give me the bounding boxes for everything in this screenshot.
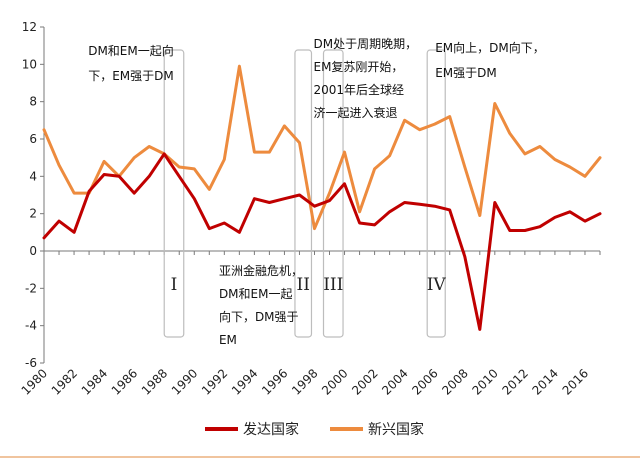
period-box-1 — [163, 49, 185, 338]
x-tick-label: 1984 — [79, 366, 110, 397]
y-tick-label: 0 — [29, 244, 37, 258]
y-tick-label: 4 — [29, 169, 37, 183]
period-annotation-2: EM — [219, 333, 237, 347]
y-tick-label: 10 — [22, 57, 37, 71]
x-tick-label: 1980 — [19, 366, 50, 397]
x-axis: 1980198219841986198819901992199419961998… — [19, 250, 601, 398]
x-tick-label: 1994 — [229, 366, 260, 397]
y-tick-label: 2 — [29, 207, 37, 221]
x-tick-label: 1986 — [109, 366, 140, 397]
x-tick-label: 2002 — [349, 366, 380, 397]
x-tick-label: 1996 — [259, 366, 290, 397]
x-tick-label: 1992 — [199, 366, 230, 397]
x-tick-label: 1998 — [289, 366, 320, 397]
period-annotation-3: 济一起进入衰退 — [314, 105, 398, 120]
period-annotation-2: DM和EM一起 — [219, 287, 293, 301]
period-annotation-4: EM向上，DM向下， — [435, 40, 545, 55]
x-tick-label: 2000 — [319, 366, 350, 397]
period-label-3: III — [323, 275, 343, 295]
series-line-emerging — [42, 64, 602, 231]
legend: 发达国家 新兴国家 — [205, 421, 424, 438]
period-annotation-2: 向下，DM强于 — [219, 309, 299, 324]
y-tick-label: -6 — [25, 356, 37, 370]
period-annotation-3: 2001年后全球经 — [314, 82, 405, 97]
legend-label-developed: 发达国家 — [243, 421, 299, 438]
x-tick-label: 1988 — [139, 366, 170, 397]
y-tick-label: 12 — [22, 20, 37, 34]
period-box-2 — [294, 49, 313, 338]
period-box-4 — [426, 49, 446, 338]
series-lines — [42, 64, 602, 331]
period-annotation-1: 下，EM强于DM — [88, 69, 174, 83]
y-tick-label: 8 — [29, 95, 37, 109]
x-tick-label: 2014 — [530, 366, 561, 397]
y-tick-label: -2 — [25, 281, 37, 295]
period-annotation-3: DM处于周期晚期， — [314, 37, 418, 51]
series-line-developed — [42, 152, 602, 331]
period-annotation-2: 亚洲金融危机， — [219, 263, 303, 278]
period-annotation-3: EM复苏刚开始， — [314, 60, 404, 74]
x-tick-label: 2012 — [499, 366, 530, 397]
x-tick-label: 2016 — [560, 366, 591, 397]
period-box-3 — [322, 49, 344, 338]
y-tick-label: -4 — [25, 319, 37, 333]
x-tick-label: 2008 — [439, 366, 470, 397]
x-tick-label: 2004 — [379, 366, 410, 397]
x-tick-label: 1982 — [49, 366, 80, 397]
y-tick-label: 6 — [29, 132, 37, 146]
legend-label-emerging: 新兴国家 — [368, 421, 424, 438]
period-label-4: IV — [427, 275, 447, 295]
x-tick-label: 1990 — [169, 366, 200, 397]
period-annotation-4: EM强于DM — [435, 66, 497, 80]
period-label-2: II — [296, 275, 309, 295]
period-label-1: I — [171, 275, 178, 295]
x-tick-label: 2006 — [409, 366, 440, 397]
y-axis: 12 10 8 6 4 2 0 -2 -4 -6 — [22, 20, 45, 370]
period-annotation-1: DM和EM一起向 — [88, 43, 174, 58]
x-tick-label: 2010 — [469, 366, 500, 397]
